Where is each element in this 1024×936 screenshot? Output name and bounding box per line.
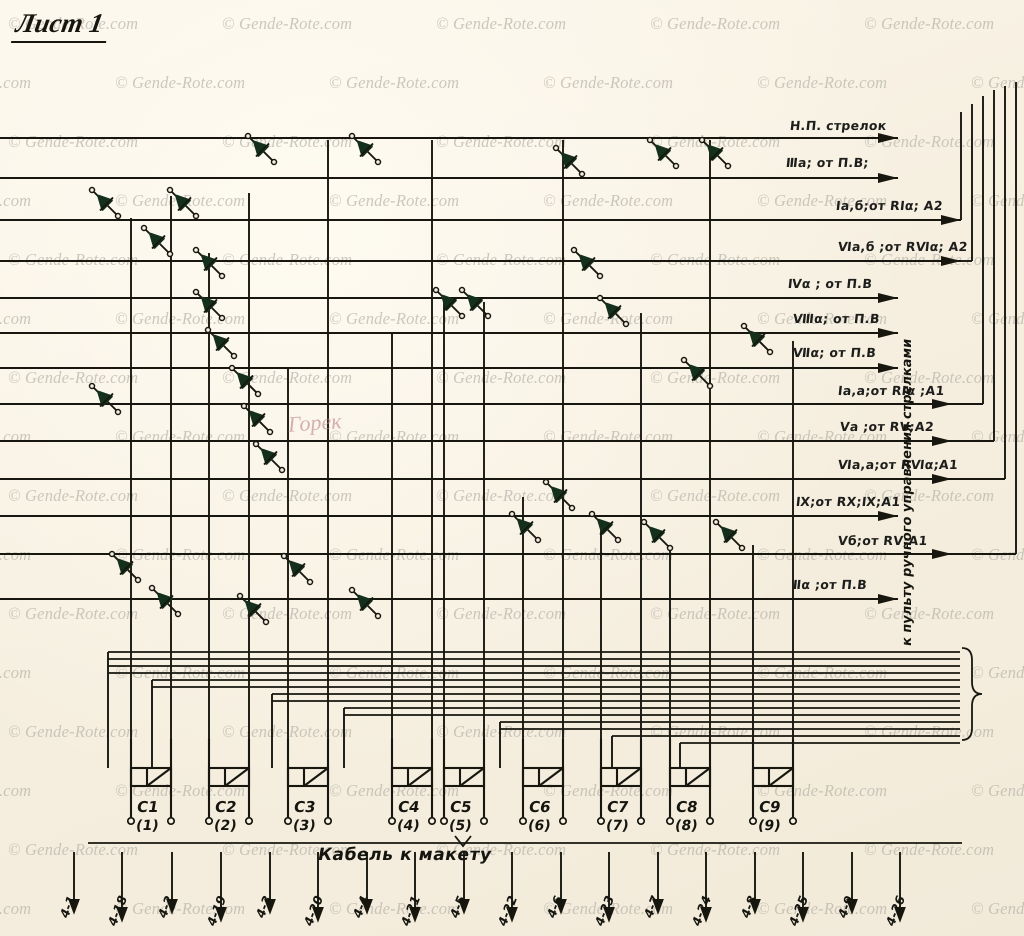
- signal-label-I-aa: Ⅰа,а;от RⅠα ;А1: [837, 383, 946, 398]
- cable-arrowhead: [409, 907, 421, 923]
- wire-network: [0, 82, 1017, 768]
- switch-unit-number-c5: (5): [447, 818, 473, 834]
- signal-label-IX: Ⅸ;от RⅩ;Ⅸ;А1: [795, 494, 902, 509]
- cable-arrowhead: [749, 899, 761, 915]
- bus-drop-legs: [107, 652, 681, 768]
- signal-label-np-strelok: Н.П. стрелок: [789, 118, 888, 133]
- signal-rails: [0, 137, 961, 600]
- signal-label-VI-ab: Ⅵа,б ;от RⅥα; А2: [837, 239, 969, 254]
- switch-unit-number-c1: (1): [134, 818, 160, 834]
- signal-label-I-ab: Ⅰа,б;от RⅠα; А2: [835, 198, 944, 213]
- switch-unit-number-c7: (7): [604, 818, 630, 834]
- cable-arrowhead: [68, 899, 80, 915]
- cable-arrowhead: [603, 907, 615, 923]
- signal-label-II-a: Ⅱα ;от П.В: [792, 577, 868, 592]
- rail-arrowheads: [878, 133, 961, 604]
- signal-label-IV-a: Ⅳα ; от П.В: [787, 276, 874, 291]
- cable-arrowhead: [458, 899, 470, 915]
- switch-unit-name-c5: C5: [448, 798, 473, 816]
- cable-arrowhead: [555, 899, 567, 915]
- switch-unit-name-c3: C3: [292, 798, 317, 816]
- switch-unit-name-c4: C4: [396, 798, 421, 816]
- cable-arrowhead: [652, 899, 664, 915]
- signal-label-VI-aa: Ⅵа,а;от RⅥα;А1: [837, 457, 959, 472]
- right-riser-bundle: [952, 82, 1017, 555]
- switch-unit-name-c7: C7: [605, 798, 630, 816]
- signal-label-V-a: Ⅴа ;от RⅤ;А2: [839, 419, 935, 434]
- page-title: Лист 1: [10, 8, 112, 43]
- red-annotation: Горек: [287, 408, 343, 437]
- cable-arrowhead: [797, 907, 809, 923]
- signal-label-VII-a: Ⅶα; от П.В: [792, 345, 877, 360]
- switch-unit-number-c9: (9): [756, 818, 782, 834]
- switch-unit-name-c8: C8: [674, 798, 699, 816]
- signal-label-VIII-a: Ⅷα; от П.В: [792, 311, 881, 326]
- diode-array: [88, 132, 774, 626]
- signal-label-III-a: Ⅲa; от П.В;: [785, 155, 870, 170]
- cable-caption: Кабель к макету: [316, 845, 494, 865]
- cable-arrowhead: [894, 907, 906, 923]
- cable-arrowhead: [116, 907, 128, 923]
- switch-unit-number-c6: (6): [526, 818, 552, 834]
- cable-arrowhead: [846, 899, 858, 915]
- switch-unit-number-c8: (8): [673, 818, 699, 834]
- panel-note: к пульту ручного управления стрелками: [900, 337, 915, 648]
- switch-unit-name-c6: C6: [527, 798, 552, 816]
- switch-unit-number-c2: (2): [212, 818, 238, 834]
- cable-arrowhead: [506, 907, 518, 923]
- cable-arrowhead: [361, 899, 373, 915]
- cable-arrowhead: [215, 907, 227, 923]
- cable-terminal-arrows: [68, 852, 906, 923]
- switch-unit-name-c9: C9: [757, 798, 782, 816]
- switch-unit-number-c4: (4): [395, 818, 421, 834]
- control-bus: [108, 651, 960, 744]
- cable-arrowhead: [312, 907, 324, 923]
- bus-brace: [961, 647, 983, 741]
- cable-arrowhead: [700, 907, 712, 923]
- switch-unit-name-c1: C1: [135, 798, 160, 816]
- cable-arrowhead: [264, 899, 276, 915]
- cable-arrowhead: [166, 899, 178, 915]
- switch-unit-number-c3: (3): [291, 818, 317, 834]
- switch-unit-name-c2: C2: [213, 798, 238, 816]
- cable-pointer: [454, 835, 472, 848]
